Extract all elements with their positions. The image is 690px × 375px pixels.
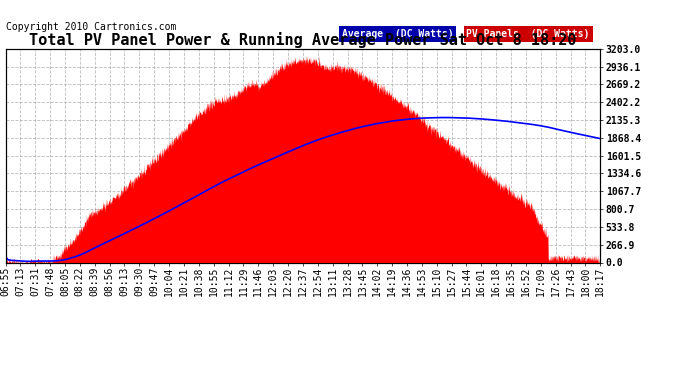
Text: Copyright 2010 Cartronics.com: Copyright 2010 Cartronics.com bbox=[6, 22, 176, 33]
Text: Average  (DC Watts): Average (DC Watts) bbox=[342, 29, 453, 39]
Title: Total PV Panel Power & Running Average Power Sat Oct 8 18:20: Total PV Panel Power & Running Average P… bbox=[29, 32, 577, 48]
Text: PV Panels  (DC Watts): PV Panels (DC Watts) bbox=[466, 29, 590, 39]
